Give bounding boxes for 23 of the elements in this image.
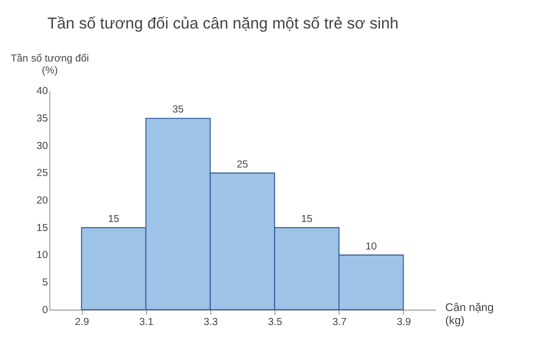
y-tick-label: 35 — [36, 114, 48, 125]
data-label: 15 — [301, 214, 313, 226]
x-tick-label: 3.1 — [139, 317, 154, 328]
data-label: 10 — [365, 241, 378, 252]
y-tick-label: 30 — [36, 140, 48, 152]
x-tick-label: 3.3 — [204, 317, 218, 328]
x-tick-label: 3.9 — [396, 317, 412, 328]
y-tick-label: 40 — [36, 86, 48, 98]
chart-title: Tần số tương đối của cân nặng một số trẻ sơ sinh — [47, 16, 399, 33]
x-tick-label: 3.5 — [268, 317, 282, 328]
y-tick-label: 10 — [36, 250, 48, 262]
data-label: 15 — [108, 214, 120, 226]
y-tick-label: 15 — [36, 222, 48, 234]
y-axis-title: Tần số tương đối (%) — [10, 54, 89, 77]
data-label: 25 — [236, 159, 248, 170]
y-tick-label: 0 — [42, 304, 48, 316]
y-tick-label: 5 — [42, 278, 48, 289]
x-axis-title: Cân nặng (kg) — [445, 302, 494, 328]
x-tick-label: 2.9 — [74, 317, 90, 328]
y-tick-label: 25 — [36, 168, 48, 180]
data-label: 35 — [172, 104, 184, 116]
y-tick-label: 20 — [36, 196, 48, 207]
x-tick-label: 3.7 — [332, 317, 347, 328]
